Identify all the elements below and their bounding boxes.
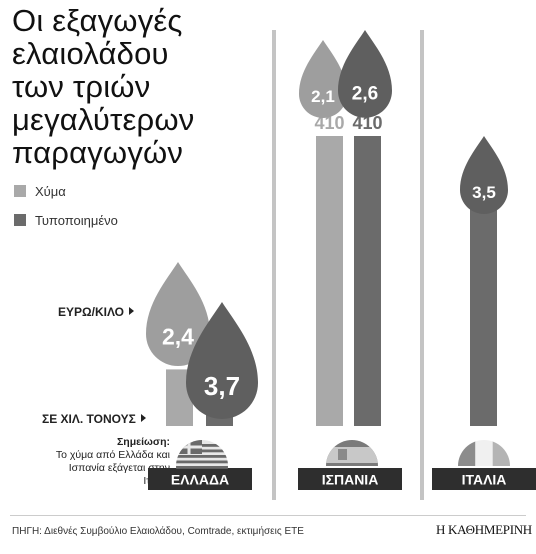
legend-item-bulk: Χύμα [14, 182, 66, 200]
price-drop-packaged [460, 136, 508, 214]
price-unit-label: ΕΥΡΩ/ΚΙΛΟ [58, 305, 134, 319]
price-drop-packaged [338, 30, 392, 118]
title-line: Οι εξαγωγές [12, 3, 183, 38]
title-line: μεγαλύτερων [12, 102, 195, 137]
arrow-right-icon [140, 414, 146, 422]
value-label-bulk: 410 [314, 113, 344, 133]
country-band [298, 468, 402, 490]
price-label-packaged: 3,7 [204, 371, 240, 401]
flag-stripe [176, 455, 228, 458]
title-line: των τριών [12, 69, 151, 104]
divider [272, 30, 276, 500]
legend-label-bulk: Χύμα [35, 183, 66, 199]
value-label-packaged: 410 [352, 113, 382, 133]
flag-band [326, 447, 378, 463]
greece-flag [176, 440, 228, 469]
price-drop-packaged [186, 302, 258, 419]
legend-label-packaged: Τυποποιημένο [35, 212, 118, 228]
country-label: ΕΛΛΑΔΑ [171, 472, 229, 488]
brand-logo: Η ΚΑΘΗΜΕΡΙΝΗ [436, 522, 532, 537]
price-drop-bulk [299, 40, 347, 118]
note-title: Σημείωση: [116, 436, 170, 448]
flag-stripe [176, 466, 228, 469]
flag-cross [187, 440, 191, 454]
spain-flag [326, 440, 378, 466]
source-line: ΠΗΓΗ: Διεθνές Συμβούλιο Ελαιολάδου, Comt… [12, 526, 304, 537]
price-label-bulk: 2,4 [162, 324, 194, 350]
volume-unit-label: ΣΕ ΧΙΛ. ΤΟΝΟΥΣ [42, 412, 146, 426]
country-band [432, 468, 536, 490]
price-label-bulk: 2,1 [311, 87, 335, 106]
note: Σημείωση: Το χύμα από Ελλάδα και Ισπανία… [50, 436, 170, 488]
flag-band [458, 440, 476, 466]
title-line: παραγωγών [12, 135, 184, 170]
chart-title: Οι εξαγωγές ελαιολάδου των τριών μεγαλύτ… [12, 4, 242, 169]
bar-bulk [316, 136, 343, 426]
volume-unit-text: ΣΕ ΧΙΛ. ΤΟΝΟΥΣ [42, 412, 136, 426]
price-unit-text: ΕΥΡΩ/ΚΙΛΟ [58, 305, 124, 319]
legend-swatch-packaged [14, 214, 26, 226]
price-label-packaged: 3,5 [472, 183, 496, 202]
flag-band [492, 440, 510, 466]
country-band [148, 468, 252, 490]
country-label: ΙΣΠΑΝΙΑ [322, 472, 379, 488]
legend-swatch-bulk [14, 185, 26, 197]
country-label: ΙΤΑΛΙΑ [462, 472, 507, 488]
divider [420, 30, 424, 500]
title-line: ελαιολάδου [12, 36, 169, 71]
bar-packaged [354, 136, 381, 426]
bar-packaged [470, 178, 497, 426]
price-drop-bulk [146, 262, 210, 366]
italy-flag [458, 440, 510, 466]
price-label-packaged: 2,6 [352, 84, 378, 105]
legend-item-packaged: Τυποποιημένο [14, 211, 118, 229]
arrow-right-icon [128, 307, 134, 315]
flag-stripe [176, 460, 228, 464]
flag-emblem [338, 449, 347, 460]
bottom-rule [10, 515, 526, 516]
flag-band [475, 440, 493, 466]
note-text: Το χύμα από Ελλάδα και Ισπανία εξάγεται … [55, 449, 170, 487]
